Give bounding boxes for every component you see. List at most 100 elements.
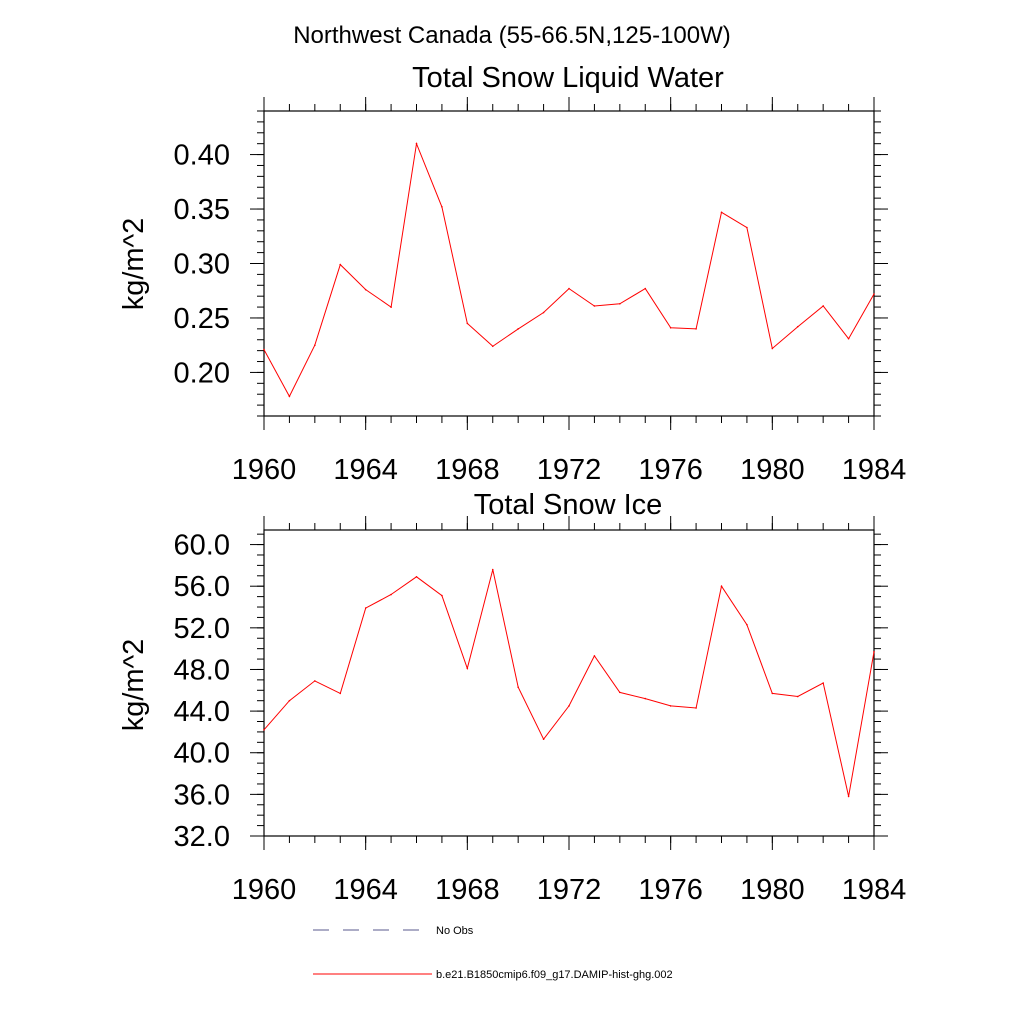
y-tick-label: 0.40 (174, 140, 230, 172)
data-point (314, 680, 316, 682)
data-point (415, 142, 418, 145)
legend: No Obs b.e21.B1850cmip6.f09_g17.DAMIP-hi… (313, 925, 673, 981)
data-point (390, 306, 392, 308)
x-tick-label: 1980 (740, 454, 805, 486)
data-point (466, 667, 469, 670)
plot-frame (263, 110, 875, 417)
data-point (568, 287, 570, 290)
x-tick-label: 1980 (740, 874, 805, 906)
figure-title: Northwest Canada (55-66.5N,125-100W) (293, 22, 731, 49)
legend-label-model-run: b.e21.B1850cmip6.f09_g17.DAMIP-hist-ghg.… (436, 969, 673, 981)
data-point (619, 303, 621, 305)
data-point (644, 287, 647, 290)
data-point (517, 686, 519, 688)
data-point (517, 328, 519, 330)
x-tick-labels: 1960 1964 1968 1972 1976 1980 1984 (232, 874, 907, 906)
x-tick-label: 1960 (232, 454, 297, 486)
y-tick-label: 36.0 (174, 779, 230, 811)
y-axis-label: kg/m^2 (118, 218, 150, 311)
data-point (796, 325, 799, 328)
data-point (415, 576, 418, 578)
data-point (771, 347, 774, 350)
data-point (288, 699, 291, 702)
x-tick-label: 1972 (537, 454, 602, 486)
y-tick-labels: 32.0 36.0 40.0 44.0 48.0 52.0 56.0 60.0 (174, 530, 230, 853)
y-tick-label: 56.0 (174, 571, 230, 603)
legend-label-no-obs: No Obs (436, 925, 474, 937)
y-tick-label: 0.25 (174, 303, 230, 335)
y-tick-label: 52.0 (174, 613, 230, 645)
chart-title: Total Snow Ice (474, 489, 663, 521)
chart-panel-snow-ice: Total Snow Ice kg/m^2 1960 1964 1968 1972 19… (118, 489, 906, 906)
data-point (720, 211, 723, 214)
y-tick-label: 0.35 (174, 194, 230, 226)
data-point (568, 705, 570, 707)
axis-ticks (250, 97, 888, 430)
x-tick-label: 1976 (638, 454, 703, 486)
data-point (364, 607, 367, 609)
series-group (263, 141, 875, 398)
y-tick-label: 44.0 (174, 696, 230, 728)
data-point (466, 322, 469, 325)
data-point (873, 293, 875, 295)
y-tick-label: 0.30 (174, 249, 230, 281)
x-tick-label: 1984 (842, 454, 907, 486)
data-point (364, 288, 367, 291)
data-point (314, 344, 316, 346)
x-tick-label: 1964 (333, 874, 398, 906)
y-tick-label: 0.20 (174, 357, 230, 389)
x-tick-labels: 1960 1964 1968 1972 1976 1980 1984 (232, 454, 907, 486)
axis-ticks (250, 516, 888, 850)
data-point (695, 328, 697, 330)
data-point (771, 692, 774, 695)
x-tick-label: 1976 (638, 874, 703, 906)
data-point (593, 305, 596, 307)
data-point (695, 707, 697, 709)
data-point (796, 695, 799, 698)
data-point (669, 326, 672, 329)
data-point (542, 311, 545, 314)
series-line (263, 141, 875, 398)
y-tick-label: 60.0 (174, 530, 230, 562)
data-point (644, 697, 647, 700)
data-point (873, 650, 875, 653)
y-tick-labels: 0.20 0.25 0.30 0.35 0.40 (174, 140, 230, 390)
series-line (263, 569, 875, 797)
data-point (720, 585, 723, 588)
data-point (847, 337, 850, 340)
data-point (593, 655, 596, 657)
x-tick-label: 1972 (537, 874, 602, 906)
x-tick-label: 1984 (842, 874, 907, 906)
x-tick-label: 1968 (435, 454, 500, 486)
data-point (263, 348, 265, 351)
x-tick-label: 1964 (333, 454, 398, 486)
data-point (746, 226, 748, 229)
data-point (263, 729, 265, 731)
y-tick-label: 48.0 (174, 654, 230, 686)
x-tick-label: 1960 (232, 874, 297, 906)
data-point (669, 705, 672, 707)
data-point (822, 682, 824, 684)
x-tick-label: 1968 (435, 874, 500, 906)
chart-panel-snow-liquid-water: Total Snow Liquid Water kg/m^2 1960 1964 1… (118, 62, 906, 486)
data-point (288, 395, 291, 398)
data-point (339, 263, 342, 266)
series-group (263, 568, 875, 798)
data-point (746, 623, 748, 626)
y-tick-label: 32.0 (174, 821, 230, 853)
data-point (441, 206, 443, 208)
data-point (390, 593, 392, 596)
data-point (542, 738, 545, 741)
data-point (847, 795, 850, 798)
y-axis-label: kg/m^2 (118, 639, 150, 732)
data-point (491, 568, 494, 571)
plot-frame (263, 529, 875, 837)
data-point (619, 691, 621, 694)
chart-title: Total Snow Liquid Water (412, 62, 724, 94)
data-point (339, 692, 342, 695)
data-point (822, 305, 824, 307)
data-point (441, 594, 443, 597)
y-tick-label: 40.0 (174, 738, 230, 770)
data-point (491, 345, 494, 348)
